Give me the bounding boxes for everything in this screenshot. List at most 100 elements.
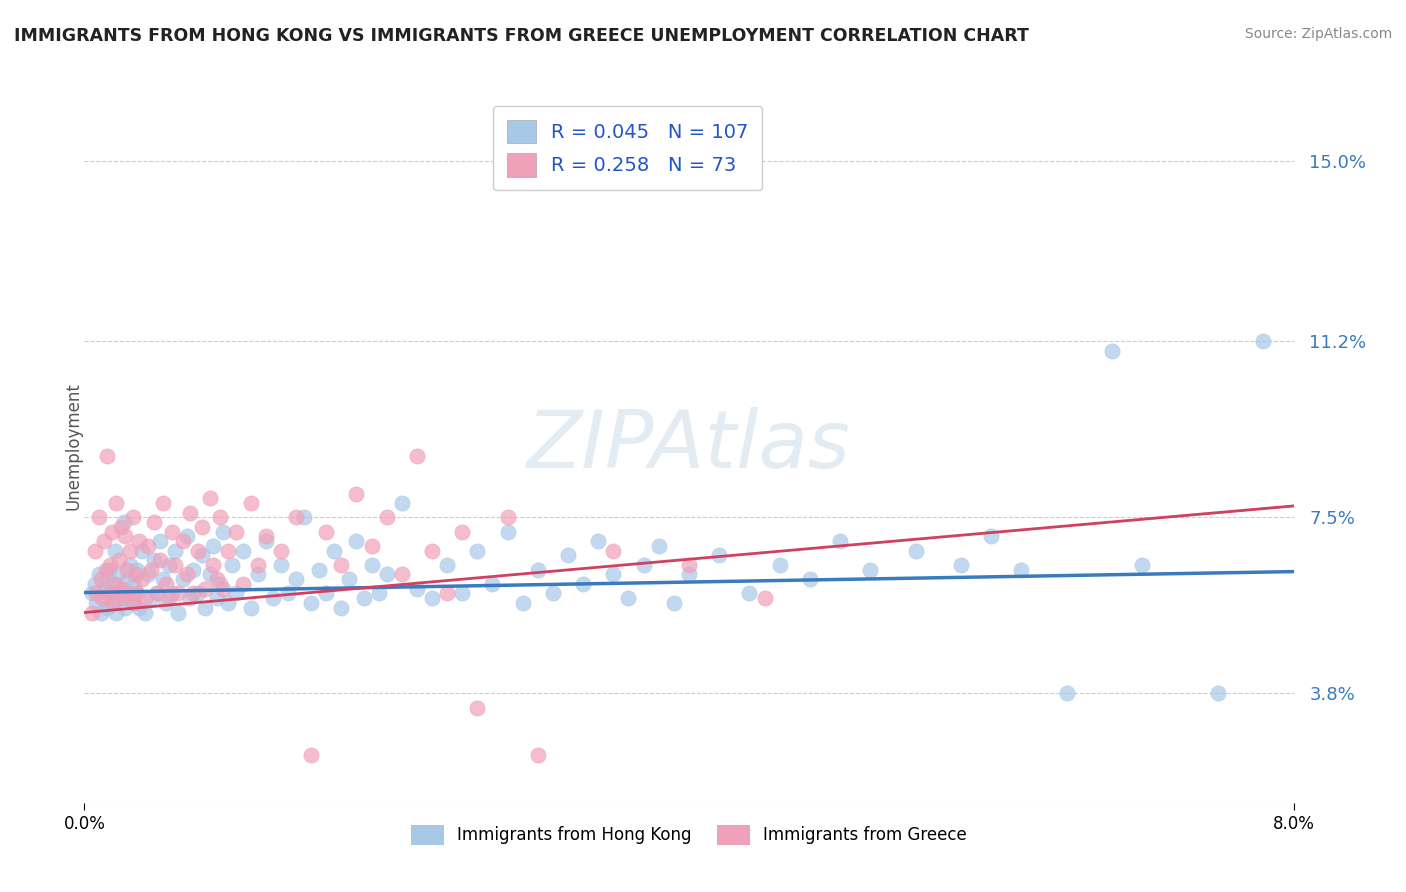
Point <box>769 558 792 572</box>
Point <box>112 515 135 529</box>
Point <box>232 577 254 591</box>
Point <box>201 558 224 572</box>
Point <box>315 586 337 600</box>
Point <box>104 543 127 558</box>
Point <box>191 549 214 563</box>
Point <box>467 700 489 714</box>
Point <box>678 567 700 582</box>
Point <box>360 539 382 553</box>
Point <box>709 549 731 563</box>
Point <box>93 591 115 606</box>
Point <box>284 572 308 586</box>
Point <box>247 567 270 582</box>
Point <box>165 558 187 572</box>
Point <box>239 496 262 510</box>
Point <box>496 524 519 539</box>
Point <box>225 524 247 539</box>
Point <box>209 577 232 591</box>
Text: IMMIGRANTS FROM HONG KONG VS IMMIGRANTS FROM GREECE UNEMPLOYMENT CORRELATION CHA: IMMIGRANTS FROM HONG KONG VS IMMIGRANTS … <box>14 27 1029 45</box>
Point <box>221 558 243 572</box>
Point <box>330 558 353 572</box>
Point <box>299 596 322 610</box>
Point <box>149 553 172 567</box>
Point <box>155 596 177 610</box>
Point <box>738 586 761 600</box>
Point <box>754 591 776 606</box>
Point <box>112 591 135 606</box>
Point <box>322 543 344 558</box>
Point <box>254 529 277 543</box>
Point <box>187 586 209 600</box>
Point <box>799 572 821 586</box>
Point <box>1206 686 1229 700</box>
Point <box>128 534 150 549</box>
Point <box>157 591 180 606</box>
Point <box>678 558 700 572</box>
Point <box>172 572 194 586</box>
Point <box>207 572 229 586</box>
Point <box>406 449 429 463</box>
Point <box>165 543 187 558</box>
Point <box>93 534 115 549</box>
Point <box>98 558 121 572</box>
Point <box>89 567 111 582</box>
Point <box>198 567 221 582</box>
Point <box>84 577 107 591</box>
Point <box>262 591 284 606</box>
Point <box>284 510 308 524</box>
Point <box>451 524 474 539</box>
Point <box>131 543 153 558</box>
Point <box>225 586 247 600</box>
Point <box>90 606 112 620</box>
Point <box>146 586 169 600</box>
Point <box>588 534 610 549</box>
Point <box>308 563 330 577</box>
Point <box>1056 686 1078 700</box>
Point <box>139 563 162 577</box>
Point <box>179 506 201 520</box>
Text: ZIPAtlas: ZIPAtlas <box>527 407 851 485</box>
Point <box>134 606 156 620</box>
Point <box>100 524 122 539</box>
Point <box>96 600 118 615</box>
Point <box>247 558 270 572</box>
Point <box>375 567 398 582</box>
Point <box>212 582 235 596</box>
Point <box>194 600 217 615</box>
Point <box>420 543 443 558</box>
Point <box>110 520 132 534</box>
Point <box>80 606 103 620</box>
Point <box>111 582 134 596</box>
Point <box>108 553 131 567</box>
Point <box>127 586 149 600</box>
Point <box>662 596 685 610</box>
Point <box>179 591 201 606</box>
Point <box>105 496 128 510</box>
Point <box>191 520 214 534</box>
Point <box>830 534 852 549</box>
Point <box>239 600 262 615</box>
Point <box>270 543 292 558</box>
Point <box>904 543 927 558</box>
Point <box>541 586 564 600</box>
Point <box>96 449 118 463</box>
Point <box>292 510 315 524</box>
Point <box>375 510 398 524</box>
Point <box>101 596 124 610</box>
Point <box>80 586 103 600</box>
Point <box>270 558 292 572</box>
Point <box>346 486 368 500</box>
Point <box>315 524 337 539</box>
Point <box>167 606 190 620</box>
Point <box>128 600 150 615</box>
Point <box>131 572 153 586</box>
Point <box>496 510 519 524</box>
Point <box>89 510 111 524</box>
Point <box>212 524 235 539</box>
Point <box>254 534 277 549</box>
Point <box>122 596 145 610</box>
Point <box>136 539 159 553</box>
Point <box>391 496 413 510</box>
Point <box>346 534 368 549</box>
Point <box>617 591 640 606</box>
